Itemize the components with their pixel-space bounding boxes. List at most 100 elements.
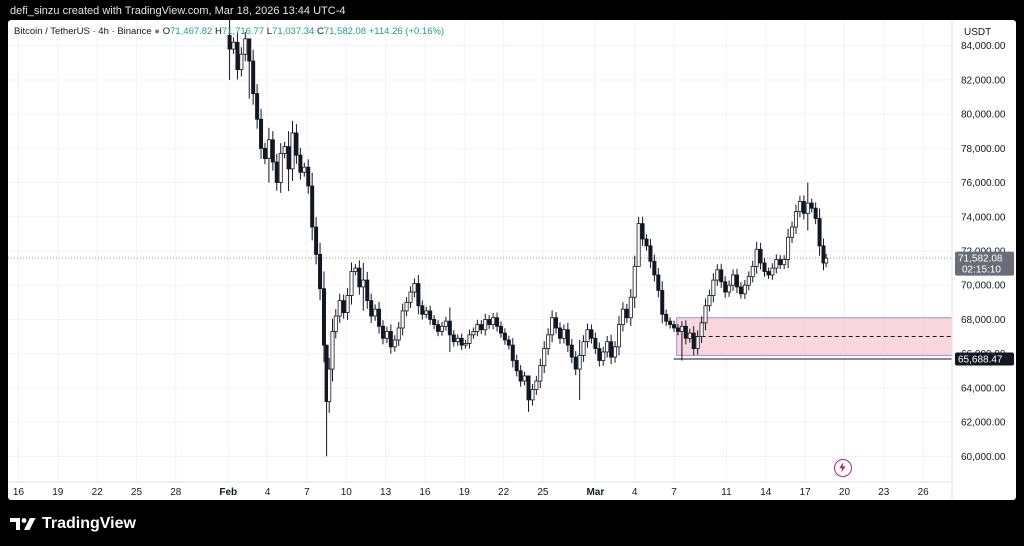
candle-body [369, 300, 374, 317]
candle-body [695, 336, 700, 349]
candle-body [546, 334, 551, 349]
candle-body [298, 154, 303, 173]
candle-body [373, 308, 378, 317]
candle-body [778, 259, 783, 266]
tradingview-logo-icon [10, 518, 36, 530]
candle-body [597, 348, 602, 361]
x-tick-label: 16 [419, 487, 431, 498]
candle-body [774, 259, 779, 269]
candle-body [805, 202, 810, 214]
low-value: 71,037.34 [272, 26, 315, 37]
candle-body [384, 331, 389, 339]
candle-body [357, 267, 362, 288]
candle-body [613, 346, 618, 358]
candle-body [793, 211, 798, 228]
candle-body [790, 226, 795, 238]
last-price-tag-text: 71,582.08 [958, 254, 1003, 265]
candle-body [687, 332, 692, 339]
candle-body [797, 200, 802, 213]
candle-body [506, 339, 511, 346]
candle-body [565, 329, 570, 346]
candle-body [656, 274, 661, 291]
y-tick-label: 80,000.00 [961, 110, 1006, 121]
candle-body [278, 153, 283, 183]
x-tick-label: 4 [265, 487, 271, 498]
candle-body [731, 274, 736, 286]
candle-body [542, 348, 547, 367]
y-tick-label: 64,000.00 [961, 383, 1006, 394]
candle-body [577, 354, 582, 370]
candle-body [420, 305, 425, 315]
candle-body [569, 344, 574, 358]
candle-body [353, 267, 358, 272]
candle-body [479, 324, 484, 331]
candle-body [817, 218, 822, 247]
candle-body [330, 331, 335, 370]
x-tick-label: 22 [92, 487, 104, 498]
high-label: H [214, 26, 222, 37]
candle-body [550, 317, 555, 336]
currency-label[interactable]: USDT [964, 27, 992, 38]
candle-body [573, 356, 578, 370]
x-tick-label: 11 [721, 487, 732, 498]
candle-body [636, 223, 641, 267]
candle-body [801, 200, 806, 214]
candle-body [227, 34, 232, 50]
candle-body [251, 60, 256, 94]
candle-body [786, 236, 791, 260]
y-tick-label: 62,000.00 [961, 418, 1006, 429]
candle-body [719, 269, 724, 283]
candle-body [306, 166, 311, 187]
candle-body [691, 332, 696, 349]
candle-body [475, 324, 480, 332]
chart-panel[interactable]: 60,000.0062,000.0064,000.0066,000.0068,0… [8, 20, 1016, 500]
candle-body [443, 320, 448, 327]
candle-body [243, 38, 248, 55]
candle-body [286, 146, 291, 170]
y-tick-label: 82,000.00 [961, 75, 1006, 86]
candle-body [396, 327, 401, 341]
candle-body [609, 341, 614, 358]
x-tick-label: Mar [586, 487, 604, 498]
candle-body [502, 332, 507, 341]
candle-body [734, 274, 739, 288]
candle-body [302, 166, 307, 173]
candle-body [447, 320, 452, 336]
y-tick-label: 68,000.00 [961, 315, 1006, 326]
candle-body [738, 286, 743, 295]
candle-body [483, 319, 488, 331]
open-label: O [162, 26, 171, 37]
price-chart[interactable]: 60,000.0062,000.0064,000.0066,000.0068,0… [8, 20, 1016, 500]
candle-body [824, 257, 829, 264]
candle-body [534, 380, 539, 390]
candle-body [491, 317, 496, 325]
candle-body [652, 260, 657, 276]
candle-body [463, 342, 468, 346]
candle-body [455, 337, 460, 343]
x-tick-label: 19 [459, 487, 471, 498]
lightning-icon[interactable] [834, 459, 852, 477]
candle-body [341, 300, 346, 314]
high-value: 71,716.77 [221, 26, 265, 37]
candle-body [361, 279, 366, 288]
level-price-tag-text: 65,688.47 [958, 354, 1003, 365]
symbol-title: Bitcoin / TetherUS · 4h · Binance [14, 26, 152, 37]
close-label: C [316, 26, 324, 37]
candle-body [561, 329, 566, 339]
candle-body [514, 360, 519, 372]
candle-body [471, 331, 476, 336]
candle-body [487, 319, 492, 325]
candle-body [660, 289, 665, 315]
candle-body [624, 308, 629, 319]
candle-body [262, 147, 267, 159]
candle-body [310, 185, 315, 228]
candle-body [259, 118, 264, 149]
candle-body [668, 320, 673, 325]
candle-body [723, 281, 728, 293]
candle-body [628, 296, 633, 319]
candle-body [377, 308, 382, 327]
low-label: L [266, 26, 273, 37]
x-tick-label: 7 [671, 487, 677, 498]
candles [227, 20, 829, 457]
